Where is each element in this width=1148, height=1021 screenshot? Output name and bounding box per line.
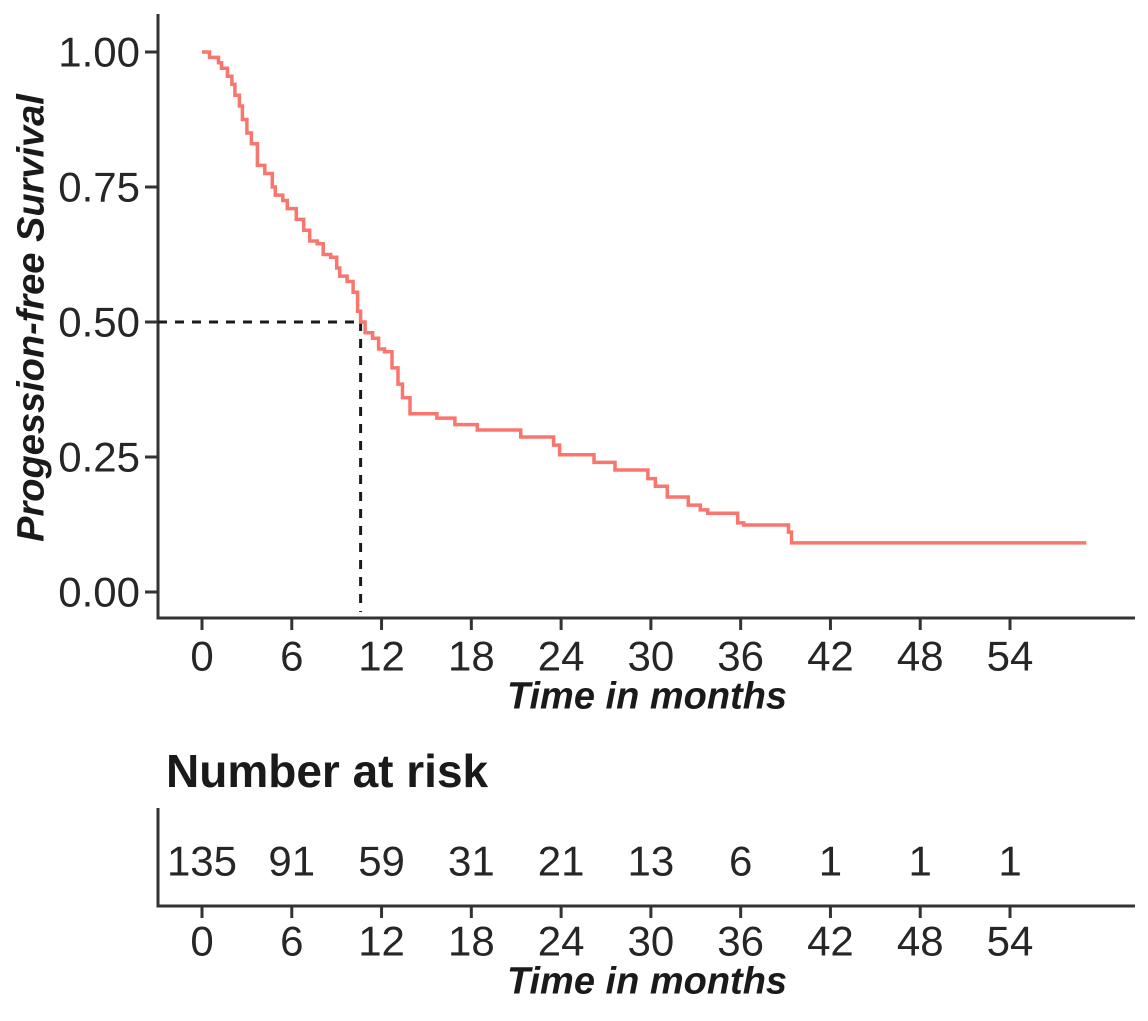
y-tick-label: 0.25 <box>58 434 140 481</box>
x-tick-label: 48 <box>897 633 944 680</box>
y-tick-label: 0.50 <box>58 299 140 346</box>
x-tick-label: 6 <box>280 633 303 680</box>
y-tick-label: 0.00 <box>58 569 140 616</box>
risk-table-title: Number at risk <box>166 745 489 797</box>
risk-x-tick-label: 18 <box>448 918 495 965</box>
risk-x-tick-label: 54 <box>987 918 1034 965</box>
risk-count: 1 <box>998 838 1021 885</box>
y-tick-label: 0.75 <box>58 164 140 211</box>
risk-table-x-axis-title: Time in months <box>506 960 788 1003</box>
risk-x-tick-label: 36 <box>717 918 764 965</box>
risk-count: 6 <box>729 838 752 885</box>
x-tick-label: 0 <box>190 633 213 680</box>
risk-x-tick-label: 48 <box>897 918 944 965</box>
risk-count: 135 <box>167 838 237 885</box>
x-tick-label: 24 <box>538 633 585 680</box>
risk-x-tick-label: 0 <box>190 918 213 965</box>
km-curve <box>202 50 1087 545</box>
x-tick-label: 42 <box>807 633 854 680</box>
y-axis-title: Progession-free Survival <box>10 94 53 542</box>
risk-x-tick-label: 12 <box>358 918 405 965</box>
x-tick-label: 54 <box>987 633 1034 680</box>
risk-count: 91 <box>268 838 315 885</box>
risk-x-tick-label: 24 <box>538 918 585 965</box>
risk-count: 31 <box>448 838 495 885</box>
risk-x-tick-label: 42 <box>807 918 854 965</box>
risk-x-tick-label: 30 <box>628 918 675 965</box>
x-tick-label: 36 <box>717 633 764 680</box>
x-tick-label: 18 <box>448 633 495 680</box>
risk-count: 1 <box>909 838 932 885</box>
x-tick-label: 30 <box>628 633 675 680</box>
risk-count: 21 <box>538 838 585 885</box>
x-axis-title: Time in months <box>506 675 788 718</box>
risk-count: 13 <box>628 838 675 885</box>
risk-x-tick-label: 6 <box>280 918 303 965</box>
x-tick-label: 12 <box>358 633 405 680</box>
risk-count: 1 <box>819 838 842 885</box>
y-tick-label: 1.00 <box>58 29 140 76</box>
risk-count: 59 <box>358 838 405 885</box>
